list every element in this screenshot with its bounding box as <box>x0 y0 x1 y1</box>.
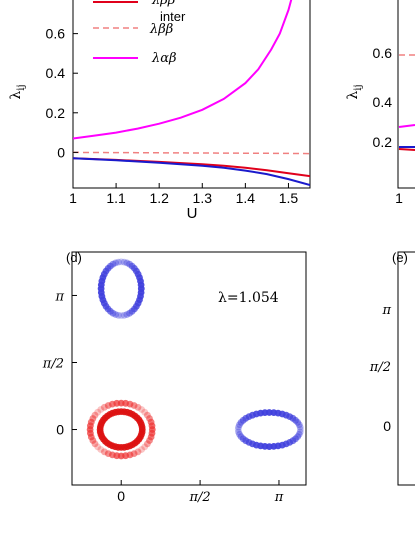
ring-2-dot <box>101 448 108 456</box>
ytick-partial-1: 0.4 <box>373 94 393 110</box>
ytick-e-0: π <box>381 303 391 318</box>
y-axis-label: λij <box>8 84 27 99</box>
partial-curve-red <box>398 148 415 151</box>
panel-label-e: (e) <box>392 250 408 265</box>
ring-0-dot <box>123 311 131 318</box>
ring-2-dot <box>97 406 105 413</box>
x-axis-label: U <box>187 205 198 222</box>
svg-text:λij: λij <box>345 84 364 99</box>
panel-label-d: (d) <box>66 250 82 265</box>
ring-2-dot <box>91 411 99 419</box>
plot-frame-partial <box>397 0 415 189</box>
plot-frame-partial-e <box>397 251 415 486</box>
ring-0-dot <box>115 258 122 266</box>
ring-0-dot <box>137 281 145 289</box>
ring-0-dot <box>112 259 119 267</box>
ring-0-dot <box>120 258 128 266</box>
ring-2-dot <box>94 408 102 416</box>
legend-label-lambda-bb-inter: λββ <box>149 22 173 37</box>
ytick-partial-0: 0.6 <box>373 45 393 61</box>
ring-2-dot <box>104 450 112 457</box>
ring-2-dot <box>97 446 105 453</box>
x-tick-label: 1.1 <box>106 190 126 206</box>
y-tick-label-d: 0 <box>56 422 64 438</box>
x-tick-label: 1 <box>69 190 77 206</box>
ring-0-dot <box>126 309 133 317</box>
series-line-0 <box>73 0 293 140</box>
partial-curve-magenta <box>398 124 415 128</box>
series-line-1 <box>73 151 310 155</box>
ring-2-dot <box>146 437 153 444</box>
ring-0-dot <box>115 311 122 319</box>
x-tick-label: 1.5 <box>279 190 299 206</box>
y-tick-labels-d: π π/2 0 <box>42 289 77 438</box>
legend-label-sup-inter: inter <box>160 9 186 24</box>
x-tick-label-d: π <box>274 490 284 505</box>
ring-0-dot <box>117 258 125 266</box>
ring-0-dot <box>109 260 117 268</box>
xtick-partial-0: 1 <box>395 190 403 206</box>
x-tick-label-d: 0 <box>117 488 125 504</box>
ring-2-dot <box>141 443 149 451</box>
ring-2-dot <box>138 446 146 453</box>
y-tick-label-d: π <box>54 289 64 304</box>
ring-2-dot <box>94 443 102 451</box>
y-tick-labels: 0 0.2 0.4 0.6 <box>46 26 78 160</box>
x-tick-labels-d: 0 π/2 π <box>117 480 284 505</box>
legend-label-lambda-ab: λαβ <box>151 51 177 66</box>
y-tick-label: 0.6 <box>46 26 66 42</box>
x-tick-label-d: π/2 <box>188 490 210 505</box>
x-tick-labels: 1 1.1 1.2 1.3 1.4 1.5 <box>69 183 298 206</box>
y-tick-label: 0.4 <box>46 65 66 81</box>
y-axis-label-partial: λij <box>345 84 364 99</box>
x-tick-label: 1.4 <box>236 190 256 206</box>
ring-2-dot <box>89 415 97 422</box>
ring-3-dot <box>235 428 242 436</box>
ring-2-dot <box>148 422 156 430</box>
gap-function-plot: (d) λ=1.054 0 π/2 π π π/2 0 <box>42 250 307 505</box>
ring-3-dot <box>294 419 302 426</box>
series-line-3 <box>73 157 310 186</box>
ytick-partial-2: 0.2 <box>373 134 393 150</box>
partial-gap-plot: (e) π π/2 0 <box>369 250 415 486</box>
ring-1-dot <box>138 423 146 431</box>
ring-3-dot <box>237 433 245 440</box>
ytick-e-1: π/2 <box>369 360 391 375</box>
ring-3-dot <box>295 421 303 429</box>
series-group <box>73 0 310 186</box>
lambda-vs-u-plot: 1 1.1 1.2 1.3 1.4 1.5 0 0.2 0.4 0.6 U λij λββ λβ… <box>8 0 311 222</box>
plot-frame-d <box>71 251 307 486</box>
lambda-annotation: λ=1.054 <box>218 290 279 306</box>
ring-group <box>86 258 304 460</box>
svg-text:λij: λij <box>8 84 27 99</box>
series-line-2 <box>73 157 310 178</box>
y-tick-label: 0 <box>57 144 65 160</box>
ring-0-dot <box>117 312 125 319</box>
y-tick-label-d: π/2 <box>42 356 64 371</box>
ring-2-dot <box>130 402 138 409</box>
ring-2-dot <box>138 406 146 413</box>
partial-lambda-plot: λij 0.6 0.4 0.2 0 1 <box>345 0 415 206</box>
plot-frame <box>72 0 311 189</box>
ring-3-dot <box>236 430 243 438</box>
ring-3-dot <box>234 426 242 433</box>
ring-2-dot <box>141 408 149 416</box>
ring-3-dot <box>297 426 304 433</box>
x-tick-label: 1.3 <box>193 190 213 206</box>
ring-2-dot <box>134 403 142 411</box>
y-tick-label: 0.2 <box>46 105 66 121</box>
ring-2-dot <box>144 440 151 448</box>
ring-3-dot <box>296 423 304 431</box>
x-tick-label: 1.2 <box>149 190 169 206</box>
legend: λββ λββ inter λαβ <box>93 0 186 66</box>
legend-label-lambda-bb: λββ <box>151 0 175 8</box>
ring-0-dot <box>120 311 128 319</box>
ytick-e-2: 0 <box>383 418 391 434</box>
